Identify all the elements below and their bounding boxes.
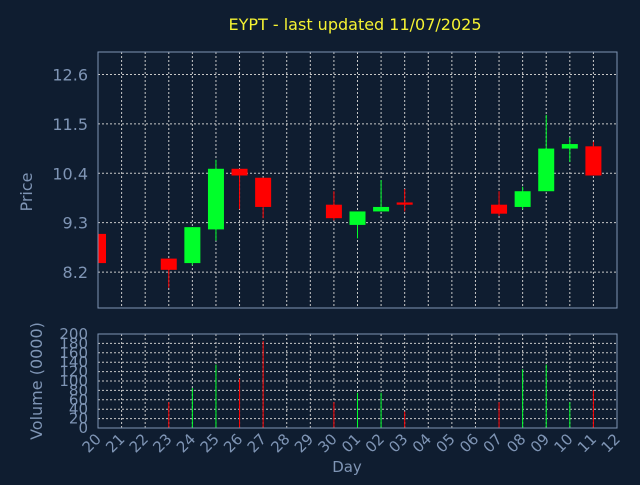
candle-body: [491, 204, 508, 214]
volume-tick-label: 160: [59, 344, 88, 362]
x-tick-label: 11: [574, 430, 600, 456]
candles: [97, 114, 602, 288]
x-tick-label: 12: [598, 430, 624, 456]
x-tick-label: 24: [173, 430, 199, 456]
x-tick-label: 22: [126, 430, 152, 456]
x-tick-label: 28: [267, 430, 293, 456]
x-tick-label: 05: [432, 430, 458, 456]
price-tick-label: 10.4: [52, 164, 88, 183]
chart-title: EYPT - last updated 11/07/2025: [228, 15, 481, 34]
price-tick-labels: 8.2 9.3 10.4 11.5 12.6: [52, 65, 88, 282]
x-axis-label: Day: [332, 458, 362, 476]
candle-body: [98, 233, 106, 264]
candle-body: [538, 148, 555, 192]
price-tick-label: 11.5: [52, 115, 88, 134]
x-tick-labels: 2021222324252627282930010203040506070809…: [79, 430, 624, 456]
candle-body: [561, 144, 578, 149]
x-tick-label: 21: [102, 430, 128, 456]
candle-body: [514, 191, 531, 207]
candle-body: [585, 146, 602, 176]
price-tick-label: 9.3: [63, 214, 88, 233]
candle-body: [349, 211, 366, 225]
volume-tick-label: 20: [69, 410, 88, 428]
x-tick-label: 29: [291, 430, 317, 456]
volume-axis-label: Volume (0000): [27, 322, 46, 440]
x-tick-label: 08: [503, 430, 529, 456]
volume-tick-label: 180: [59, 334, 88, 352]
x-tick-label: 30: [315, 430, 341, 456]
volume-tick-label: 60: [69, 391, 88, 409]
volume-tick-label: 100: [59, 372, 88, 390]
price-panel-frame: [97, 51, 618, 309]
x-tick-label: 25: [197, 430, 223, 456]
candle-body: [396, 202, 413, 205]
x-tick-label: 07: [480, 430, 506, 456]
volume-tick-label: 40: [69, 400, 88, 418]
x-tick-label: 23: [149, 430, 175, 456]
volume-tick-label: 80: [69, 381, 88, 399]
x-tick-label: 10: [550, 430, 576, 456]
candle-body: [207, 168, 224, 230]
x-tick-label: 26: [220, 430, 246, 456]
price-tick-label: 8.2: [63, 263, 88, 282]
volume-tick-label: 200: [59, 325, 88, 343]
x-tick-label: 06: [456, 430, 482, 456]
candle-body: [325, 204, 342, 219]
volume-tick-label: 140: [59, 353, 88, 371]
x-tick-label: 02: [362, 430, 388, 456]
x-tick-label: 03: [385, 430, 411, 456]
candle-body: [160, 258, 177, 270]
x-tick-label: 09: [527, 430, 553, 456]
volume-panel-frame: [97, 333, 618, 429]
candle-body: [184, 227, 201, 264]
price-tick-label: 12.6: [52, 65, 88, 84]
x-tick-label: 04: [409, 430, 435, 456]
volume-bars: [168, 341, 594, 428]
candle-body: [373, 206, 390, 212]
x-tick-label: 27: [244, 430, 270, 456]
price-axis-label: Price: [17, 172, 36, 211]
candle-body: [231, 168, 248, 176]
candle-body: [255, 177, 272, 207]
volume-tick-label: 0: [78, 419, 88, 437]
x-tick-label: 01: [338, 430, 364, 456]
volume-tick-label: 120: [59, 363, 88, 381]
